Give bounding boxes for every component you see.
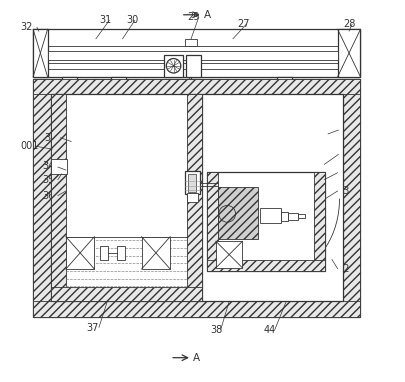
- Bar: [51, 94, 66, 301]
- Text: 37: 37: [86, 323, 99, 333]
- Bar: [100, 246, 108, 259]
- Text: 31: 31: [100, 15, 112, 25]
- Text: 001: 001: [21, 141, 39, 151]
- Text: 11: 11: [332, 149, 344, 159]
- Text: 25: 25: [332, 125, 344, 135]
- Text: 36: 36: [43, 191, 55, 201]
- Text: 32: 32: [21, 22, 33, 32]
- Bar: [142, 237, 170, 269]
- Bar: [207, 172, 218, 271]
- Bar: [298, 214, 305, 219]
- Bar: [338, 29, 360, 77]
- Text: 29: 29: [187, 12, 200, 22]
- Text: 28: 28: [343, 19, 356, 29]
- Bar: [260, 208, 281, 223]
- Bar: [216, 241, 243, 268]
- Bar: [51, 94, 202, 301]
- Bar: [207, 260, 325, 271]
- Bar: [51, 159, 66, 174]
- Bar: [187, 94, 202, 301]
- Bar: [66, 237, 94, 269]
- Bar: [185, 171, 200, 194]
- Bar: [33, 79, 360, 94]
- Bar: [186, 55, 201, 77]
- Bar: [62, 77, 77, 130]
- Bar: [187, 193, 198, 202]
- Text: 10: 10: [331, 168, 343, 178]
- Bar: [33, 79, 51, 317]
- Bar: [33, 29, 360, 77]
- Bar: [33, 301, 360, 317]
- Bar: [117, 246, 125, 259]
- Bar: [185, 39, 197, 46]
- Text: 34: 34: [43, 161, 55, 171]
- Text: A: A: [193, 353, 200, 363]
- Bar: [48, 51, 338, 60]
- Text: 38: 38: [210, 325, 222, 335]
- Bar: [277, 77, 292, 130]
- Bar: [288, 213, 298, 220]
- Bar: [218, 187, 258, 239]
- Bar: [281, 212, 288, 222]
- Text: 35: 35: [43, 175, 55, 185]
- Text: 002: 002: [331, 264, 350, 274]
- Bar: [342, 79, 360, 317]
- Bar: [33, 29, 48, 77]
- Text: 30: 30: [126, 15, 139, 25]
- Bar: [188, 174, 196, 192]
- Text: 33: 33: [45, 133, 57, 143]
- Text: 44: 44: [263, 325, 276, 335]
- Bar: [111, 77, 126, 130]
- Text: 27: 27: [237, 19, 249, 29]
- Bar: [202, 94, 343, 301]
- Bar: [313, 172, 325, 271]
- Bar: [207, 172, 325, 271]
- Bar: [33, 79, 360, 317]
- Text: 003: 003: [331, 186, 350, 196]
- Bar: [164, 55, 183, 77]
- Bar: [51, 287, 202, 301]
- Text: A: A: [204, 10, 211, 20]
